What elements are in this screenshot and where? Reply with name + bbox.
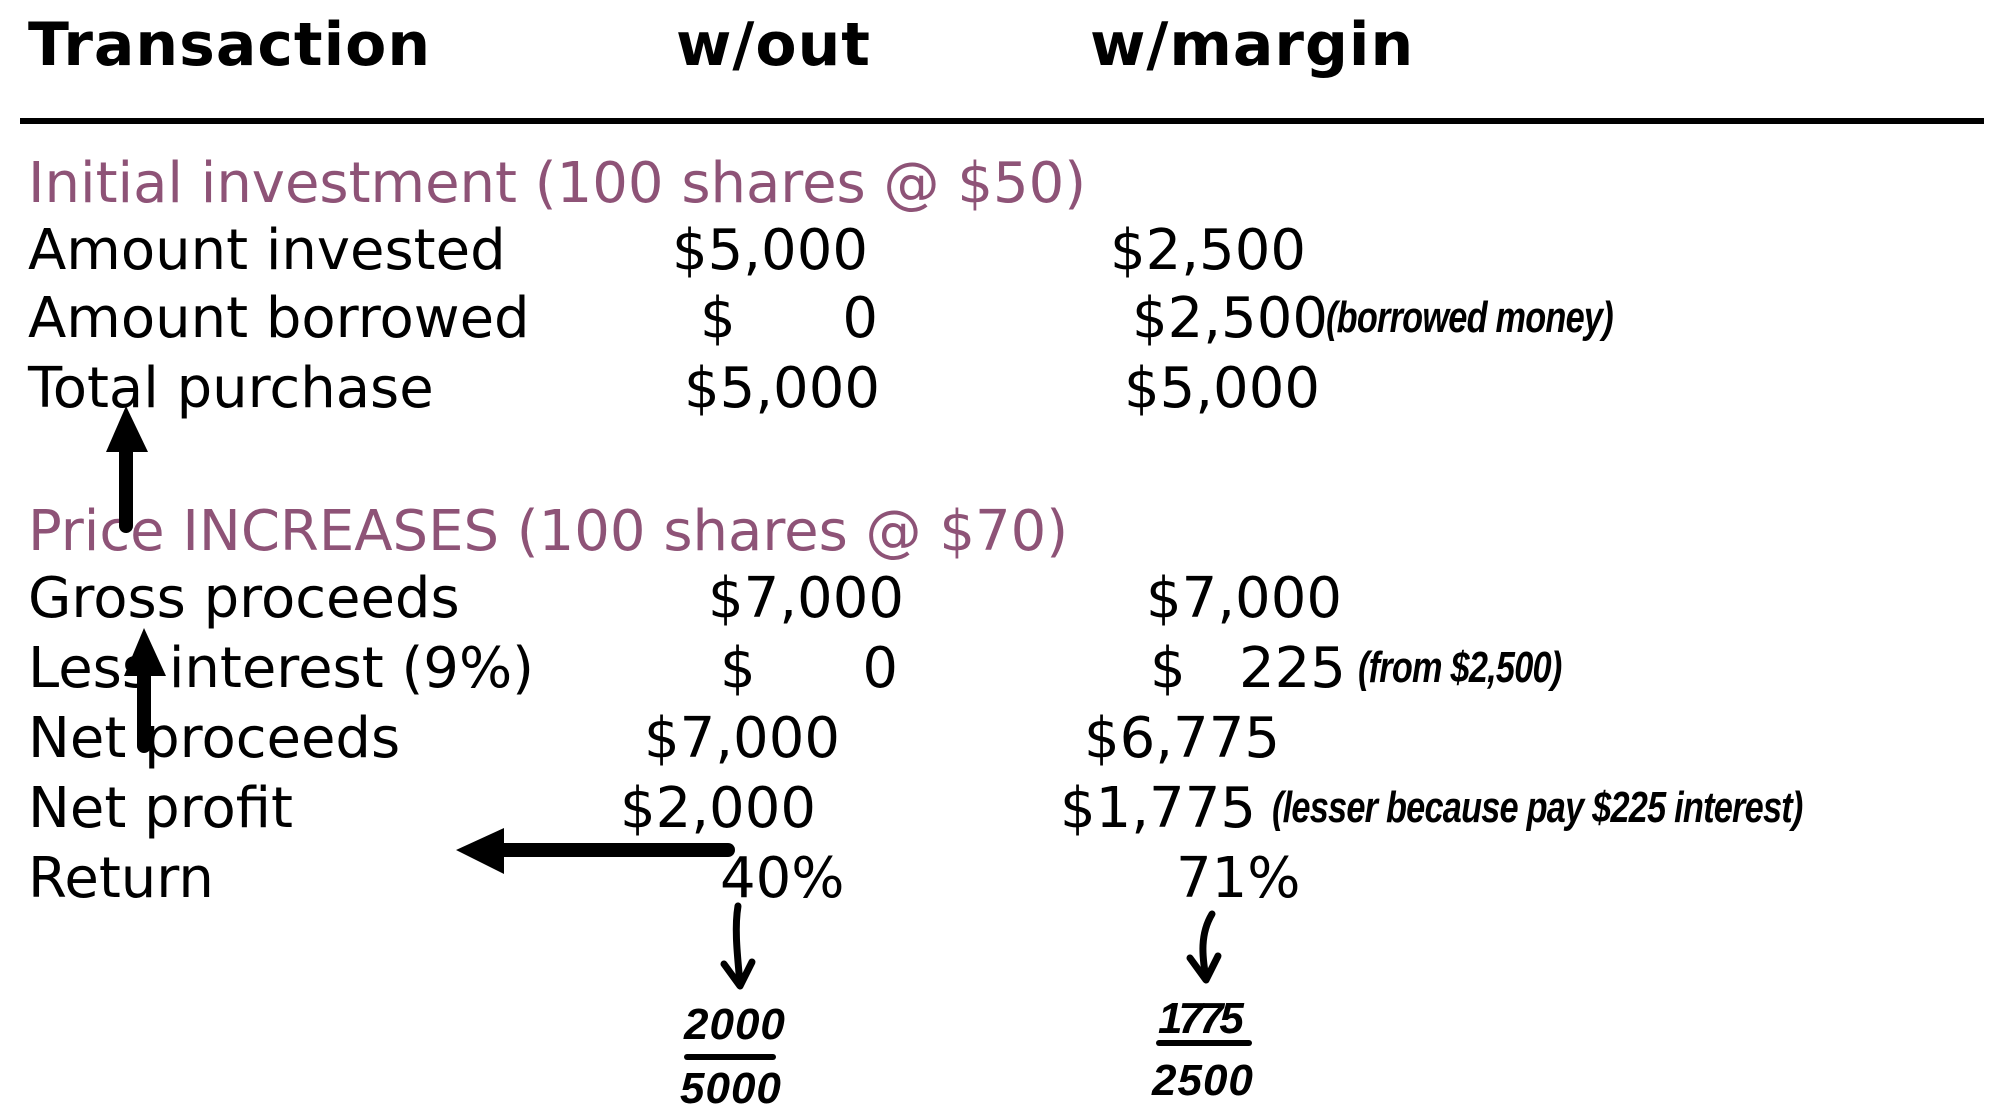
- row-label: Amount invested: [28, 218, 506, 283]
- value-without-margin: $ 0: [720, 636, 899, 701]
- row-label: Return: [28, 846, 214, 911]
- row-net-profit: Net profit $2,000 $1,775 (lesser because…: [0, 776, 1992, 842]
- row-label: Total purchase: [28, 356, 434, 421]
- row-label: Amount borrowed: [28, 286, 530, 351]
- value-without-margin: 40%: [720, 846, 845, 911]
- row-total-purchase: Total purchase $5,000 $5,000: [0, 356, 1992, 422]
- section-price-increases: Price INCREASES (100 shares @ $70): [28, 499, 1069, 564]
- left-arrow-icon: [456, 828, 735, 874]
- value-with-margin: $7,000: [1146, 566, 1342, 631]
- down-arrow-icon: [1186, 910, 1222, 984]
- header-divider: [20, 118, 1984, 124]
- value-with-margin: $2,500: [1132, 286, 1328, 351]
- value-with-margin: $1,775: [1060, 776, 1256, 841]
- handwritten-note-interest: (from $2,500): [1358, 643, 1562, 692]
- fraction-numerator-margin: 1775: [1158, 994, 1244, 1043]
- value-without-margin: $5,000: [672, 218, 868, 283]
- header-transaction: Transaction: [28, 10, 432, 80]
- value-with-margin: $5,000: [1124, 356, 1320, 421]
- row-gross-proceeds: Gross proceeds $7,000 $7,000: [0, 566, 1992, 632]
- value-without-margin: $7,000: [644, 706, 840, 771]
- handwritten-note-borrowed: (borrowed money): [1326, 293, 1614, 342]
- value-without-margin: $7,000: [708, 566, 904, 631]
- row-return: Return 40% 71%: [0, 846, 1992, 912]
- handwritten-note-profit: (lesser because pay $225 interest): [1272, 783, 1803, 832]
- fraction-bar-without: [684, 1054, 776, 1060]
- fraction-denominator-without: 5000: [680, 1064, 782, 1113]
- row-amount-invested: Amount invested $5,000 $2,500: [0, 218, 1992, 284]
- row-less-interest: Less interest (9%) $ 0 $ 225 (from $2,50…: [0, 636, 1992, 702]
- row-label: Net profit: [28, 776, 293, 841]
- down-arrow-icon: [720, 902, 756, 990]
- row-net-proceeds: Net proceeds $7,000 $6,775: [0, 706, 1992, 772]
- value-without-margin: $ 0: [700, 286, 879, 351]
- value-with-margin: 71%: [1176, 846, 1301, 911]
- header-with-margin: w/margin: [1090, 10, 1415, 80]
- row-amount-borrowed: Amount borrowed $ 0 $2,500 (borrowed mon…: [0, 286, 1992, 352]
- up-arrow-icon: [124, 628, 166, 753]
- fraction-bar-margin: [1156, 1040, 1252, 1046]
- fraction-numerator-without: 2000: [684, 1000, 786, 1049]
- value-without-margin: $2,000: [620, 776, 816, 841]
- fraction-denominator-margin: 2500: [1152, 1056, 1254, 1105]
- value-with-margin: $2,500: [1110, 218, 1306, 283]
- value-without-margin: $5,000: [684, 356, 880, 421]
- up-arrow-icon: [106, 406, 148, 533]
- value-with-margin: $ 225: [1150, 636, 1346, 701]
- row-label: Gross proceeds: [28, 566, 460, 631]
- row-label: Net proceeds: [28, 706, 401, 771]
- row-label: Less interest (9%): [28, 636, 534, 701]
- value-with-margin: $6,775: [1084, 706, 1280, 771]
- section-initial-investment: Initial investment (100 shares @ $50): [28, 151, 1087, 216]
- header-without-margin: w/out: [676, 10, 871, 80]
